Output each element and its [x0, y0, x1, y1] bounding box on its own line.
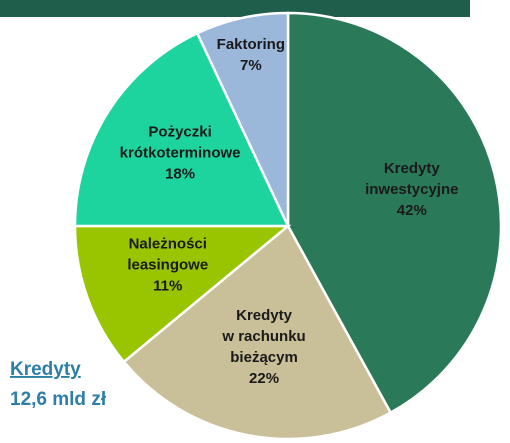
slice-label: Kredyty w rachunku bieżącym [221, 307, 305, 366]
value-label: 22% [249, 370, 279, 387]
annotation-value: 12,6 mld zł [10, 389, 107, 410]
pie [73, 11, 503, 441]
pie-slice [73, 224, 292, 364]
slice-label: Pożyczki krótkoterminowe [120, 124, 241, 162]
slice-label: Należności leasingowe [127, 235, 208, 273]
pie-slice [122, 224, 393, 441]
value-label: 18% [165, 166, 195, 183]
pie-slice [73, 31, 290, 228]
value-label: 42% [397, 202, 427, 219]
value-label: 7% [240, 57, 262, 74]
pie-slice [286, 11, 503, 415]
slice-label: Faktoring [217, 36, 285, 53]
header-bar [0, 0, 470, 17]
slice-label: Kredyty inwestycyjne [365, 160, 458, 198]
labels: Kredyty inwestycyjne 42% Kredyty w rachunku b… [120, 36, 459, 387]
annotation-title: Kredyty [10, 359, 81, 380]
pie-slice [195, 11, 290, 227]
value-label: 11% [153, 277, 182, 294]
